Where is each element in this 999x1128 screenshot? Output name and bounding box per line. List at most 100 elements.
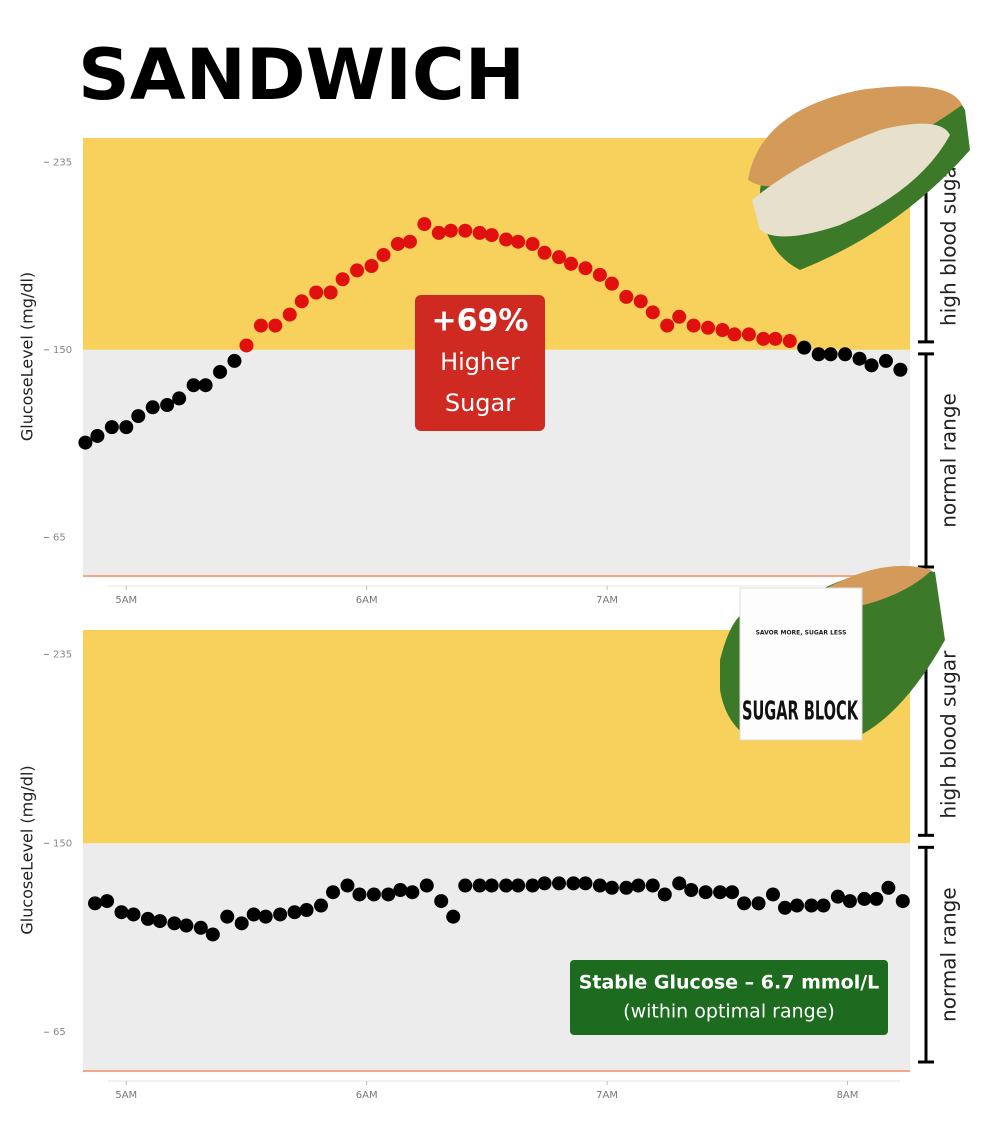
glucose-point (299, 903, 314, 917)
glucose-point (160, 398, 175, 413)
glucose-point (458, 878, 473, 893)
glucose-point (499, 878, 514, 893)
glucose-point (458, 223, 473, 238)
chart: high blood sugar normal range 65 150 235 Gluc… (18, 630, 961, 1101)
x-tick-label: 5AM (115, 1090, 137, 1101)
glucose-point (446, 909, 461, 924)
band-label: normal range (937, 393, 961, 528)
annotation-text: (within optimal range) (623, 1000, 835, 1022)
glucose-point (645, 305, 660, 320)
glucose-point (126, 907, 141, 922)
glucose-point (657, 887, 672, 902)
y-tick-label: 65 (53, 1027, 66, 1038)
glucose-point (246, 907, 261, 922)
glucose-point (756, 331, 771, 346)
page-title: SANDWICH (78, 34, 525, 116)
glucose-point (323, 285, 338, 300)
glucose-point (234, 916, 249, 931)
glucose-point (268, 318, 283, 333)
glucose-point (566, 876, 581, 891)
glucose-point (811, 347, 826, 362)
glucose-point (499, 232, 514, 247)
glucose-point (725, 885, 740, 900)
glucose-point (713, 885, 728, 900)
glucose-point (838, 347, 853, 362)
annotation-text: Stable Glucose – 6.7 mmol/L (579, 972, 880, 994)
glucose-point (578, 876, 593, 891)
glucose-point (686, 318, 701, 333)
glucose-point (790, 898, 805, 913)
y-tick-label: 65 (53, 532, 66, 543)
glucose-point (484, 228, 499, 243)
y-tick-label: 235 (53, 157, 72, 168)
glucose-point (660, 318, 675, 333)
glucose-point (537, 876, 552, 891)
glucose-point (352, 887, 367, 902)
glucose-point (852, 351, 867, 366)
glucose-point (525, 878, 540, 893)
glucose-point (443, 223, 458, 238)
glucose-point (273, 907, 288, 922)
glucose-point (131, 409, 146, 424)
glucose-point (472, 225, 487, 240)
glucose-point (619, 289, 634, 304)
glucose-point (335, 272, 350, 287)
glucose-point (294, 294, 309, 309)
annotation-text: Higher (440, 348, 520, 376)
glucose-point (282, 307, 297, 322)
glucose-point (227, 353, 242, 368)
glucose-point (741, 327, 756, 342)
glucose-point (633, 294, 648, 309)
glucose-point (751, 896, 766, 911)
glucose-point (804, 898, 819, 913)
band-label: normal range (937, 887, 961, 1022)
glucose-point (309, 285, 324, 300)
glucose-point (893, 362, 908, 377)
glucose-point (895, 894, 910, 909)
glucose-point (672, 876, 687, 891)
y-tick-label: 150 (53, 838, 72, 849)
x-tick-label: 6AM (356, 1090, 378, 1101)
glucose-point (684, 883, 699, 897)
glucose-point (179, 918, 194, 933)
glucose-point (402, 234, 417, 249)
glucose-point (645, 878, 660, 893)
glucose-point (364, 259, 379, 274)
glucose-point (631, 878, 646, 893)
glucose-point (592, 878, 607, 893)
glucose-point (431, 225, 446, 240)
glucose-point (405, 885, 420, 900)
glucose-point (205, 927, 220, 942)
glucose-point (701, 320, 716, 335)
glucose-point (417, 217, 432, 232)
glucose-point (878, 353, 893, 368)
glucose-point (434, 894, 449, 909)
y-tick-label: 150 (53, 345, 72, 356)
glucose-point (100, 894, 115, 909)
glucose-point (552, 876, 567, 891)
band-label: high blood sugar (937, 650, 961, 819)
glucose-point (537, 245, 552, 260)
glucose-point (172, 391, 187, 406)
glucose-point (140, 911, 155, 926)
glucose-point (287, 905, 302, 920)
annotation-box (415, 295, 545, 431)
glucose-point (727, 327, 742, 342)
glucose-point (881, 880, 896, 895)
product-name: SUGAR BLOCK (742, 697, 858, 727)
glucose-point (314, 898, 329, 913)
x-tick-label: 8AM (837, 1090, 859, 1101)
x-tick-label: 7AM (596, 595, 618, 606)
annotation-text: +69% (432, 303, 529, 338)
glucose-point (193, 920, 208, 935)
glucose-point (816, 898, 831, 913)
x-tick-label: 5AM (115, 595, 137, 606)
annotation-text: Sugar (445, 389, 515, 417)
glucose-point (777, 900, 792, 915)
glucose-point (768, 331, 783, 346)
glucose-point (864, 358, 879, 373)
glucose-point (350, 263, 365, 278)
glucose-point (511, 878, 526, 893)
glucose-point (511, 234, 526, 249)
